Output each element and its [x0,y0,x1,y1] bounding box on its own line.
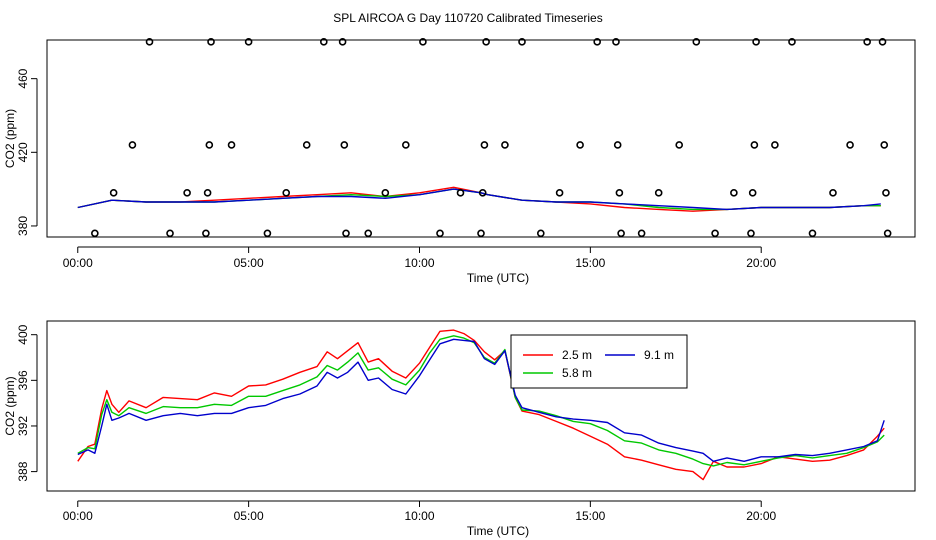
calibration-point [613,141,622,149]
calibration-point [342,229,350,238]
legend-label: 5.8 m [562,366,592,380]
legend-box [510,334,688,389]
calibration-point [203,189,212,197]
series-line-5-8-m [77,335,885,467]
y-tick-label: 400 [16,324,30,344]
calibration-point [537,229,545,238]
x-axis-label: Time (UTC) [467,524,529,538]
calibration-point [692,38,701,46]
x-tick-label: 15:00 [575,509,605,523]
calibration-point [593,38,601,46]
x-tick-label: 05:00 [234,509,264,523]
calibration-point [771,141,779,149]
x-tick-label: 00:00 [63,256,93,270]
calibration-point [207,38,215,46]
x-tick-label: 15:00 [575,256,605,270]
calibration-point [338,38,347,46]
y-axis-label: CO2 (ppm) [3,109,17,168]
calibration-point [748,189,757,197]
calibration-point [880,141,889,149]
calibration-point [480,141,489,149]
calibration-point [244,38,253,46]
calibration-point [752,38,760,46]
calibration-point [878,38,887,46]
calibration-point [555,189,564,197]
calibration-point [340,141,349,149]
calibration-point [482,38,490,46]
calibration-point [381,189,390,197]
calibration-point [612,38,620,46]
calibration-point [637,229,646,238]
y-tick-label: 460 [16,68,30,88]
calibration-point [282,189,291,197]
y-tick-label: 388 [16,461,30,481]
calibration-point [788,38,796,46]
series-line-9-1-m [77,188,881,211]
calibration-point [91,229,99,238]
calibration-point [750,141,759,149]
calibration-point [518,38,526,46]
calibration-point [730,189,738,197]
calibration-point [808,229,817,238]
calibration-point [576,141,584,149]
x-axis-label: Time (UTC) [467,271,529,285]
calibration-point [654,189,663,197]
calibration-point [617,229,625,238]
calibration-point [436,229,444,238]
x-tick-label: 20:00 [746,256,776,270]
legend-label: 9.1 m [644,348,674,362]
calibration-point [675,141,684,149]
calibration-point [478,189,487,197]
calibration-point [205,141,214,149]
calibration-point [145,38,154,46]
y-tick-label: 380 [16,216,30,236]
calibration-point [863,38,871,46]
calibration-point [320,38,328,46]
y-tick-label: 420 [16,142,30,162]
calibration-point [263,229,272,238]
bottom-panel: 00:00 05:00 10:00 15:00 20:00 388 392 396 400 Tim… [3,320,916,538]
legend-label: 2.5 m [562,348,592,362]
calibration-point [109,189,118,197]
x-tick-label: 20:00 [746,509,776,523]
plot-frame [46,320,916,492]
calibration-point [882,189,890,197]
x-tick-label: 05:00 [234,256,264,270]
calibration-point [166,229,174,238]
top-panel: 00:00 05:00 10:00 15:00 20:00 380 420 460 Time (… [3,38,916,285]
calibration-point [829,189,837,197]
y-axis-label: CO2 (ppm) [3,376,17,435]
x-tick-label: 10:00 [404,256,434,270]
calibration-point [501,141,509,149]
calibration-point [883,229,892,238]
calibration-point [202,229,210,238]
calibration-point [227,141,236,149]
y-tick-label: 392 [16,416,30,436]
calibration-point [477,229,485,238]
series-line-9-1-m [77,338,885,462]
calibration-point [302,141,311,149]
x-tick-label: 00:00 [63,509,93,523]
calibration-point [364,229,373,238]
calibration-point [846,141,854,149]
series-line-2-5-m [77,329,885,481]
calibration-point [183,189,191,197]
y-tick-label: 396 [16,370,30,390]
calibration-point [456,189,465,197]
x-tick-label: 10:00 [404,509,434,523]
calibration-point [615,189,624,197]
calibration-point [402,141,410,149]
calibration-point [128,141,137,149]
calibration-point [711,229,719,238]
calibration-point [747,229,755,238]
chart-title: SPL AIRCOA G Day 110720 Calibrated Times… [333,11,602,25]
calibration-point [419,38,427,46]
